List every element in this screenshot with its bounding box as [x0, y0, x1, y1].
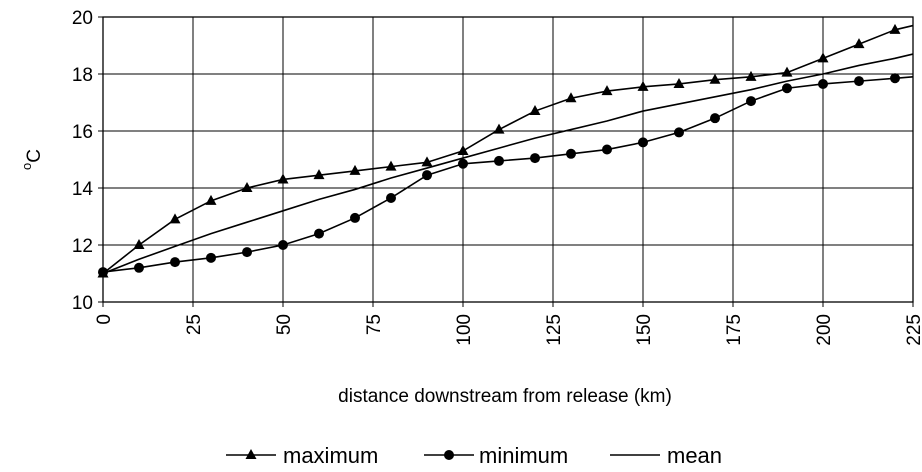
- data-point-maximum: [709, 73, 721, 84]
- data-point-minimum: [530, 153, 540, 164]
- data-point-maximum: [169, 213, 181, 224]
- x-tick-label: 0: [94, 314, 115, 325]
- data-point-maximum: [529, 105, 541, 116]
- plot-frame: [102, 16, 914, 303]
- data-point-minimum: [818, 78, 828, 89]
- data-point-maximum: [673, 77, 685, 88]
- y-tick-label: 20: [72, 8, 93, 29]
- data-point-minimum: [782, 83, 792, 94]
- x-tick-label: 200: [814, 314, 835, 346]
- data-point-maximum: [601, 85, 613, 96]
- y-tick-label: 16: [72, 122, 93, 143]
- series-minimum: [98, 73, 914, 278]
- x-tick-label: 175: [724, 314, 745, 346]
- data-point-minimum: [746, 96, 756, 107]
- series-layer: [97, 23, 914, 278]
- data-point-maximum: [781, 66, 793, 77]
- legend-label-mean: mean: [667, 443, 722, 468]
- x-tick-label: 125: [544, 314, 565, 346]
- data-point-minimum: [566, 148, 576, 159]
- data-point-minimum: [422, 170, 432, 181]
- data-point-maximum: [277, 173, 289, 184]
- legend-marker-minimum: [444, 450, 454, 460]
- x-tick-label: 25: [184, 314, 205, 335]
- x-tick-label: 150: [634, 314, 655, 346]
- y-axis-title-superscript: o: [19, 163, 34, 170]
- data-point-maximum: [889, 23, 901, 34]
- data-point-maximum: [817, 52, 829, 63]
- data-point-minimum: [458, 158, 468, 169]
- data-point-maximum: [133, 239, 145, 249]
- data-point-minimum: [278, 240, 288, 250]
- data-point-minimum: [242, 247, 252, 258]
- x-tick-label: 225: [904, 314, 922, 346]
- data-point-maximum: [241, 182, 253, 192]
- data-point-minimum: [350, 212, 360, 223]
- data-point-maximum: [385, 160, 397, 171]
- y-axis-title-base: C: [24, 149, 45, 163]
- legend-label-maximum: maximum: [283, 443, 378, 468]
- series-line-minimum: [102, 76, 914, 273]
- legend-label-minimum: minimum: [479, 443, 568, 468]
- y-tick-label: 18: [72, 65, 93, 86]
- data-point-maximum: [349, 164, 361, 175]
- data-point-maximum: [745, 70, 757, 81]
- legend-item-mean: mean: [610, 443, 722, 468]
- data-point-minimum: [134, 262, 144, 273]
- legend-item-minimum: minimum: [424, 443, 568, 468]
- data-point-minimum: [710, 113, 720, 124]
- series-line-mean: [102, 53, 914, 275]
- data-point-maximum: [205, 194, 217, 205]
- x-axis-title: distance downstream from release (km): [338, 386, 672, 407]
- y-tick-label: 12: [72, 236, 93, 257]
- grid-lines: [98, 16, 914, 307]
- legend-item-maximum: maximum: [226, 443, 378, 468]
- data-point-maximum: [313, 169, 325, 180]
- data-point-maximum: [565, 92, 577, 103]
- y-axis-title: oC: [19, 149, 45, 170]
- legend: maximum minimum mean: [226, 443, 722, 468]
- data-point-minimum: [170, 257, 180, 268]
- x-tick-label: 50: [274, 314, 295, 335]
- legend-marker-maximum: [245, 449, 257, 459]
- data-point-minimum: [602, 144, 612, 155]
- data-point-minimum: [890, 73, 900, 84]
- y-tick-label: 10: [72, 293, 93, 314]
- data-point-minimum: [638, 137, 648, 148]
- data-point-maximum: [421, 156, 433, 167]
- y-tick-label: 14: [72, 179, 94, 200]
- series-line-maximum: [102, 24, 914, 275]
- data-point-maximum: [457, 144, 469, 155]
- data-point-maximum: [853, 38, 865, 49]
- x-tick-label: 100: [454, 314, 475, 346]
- data-point-maximum: [637, 80, 649, 91]
- data-point-minimum: [854, 76, 864, 87]
- series-maximum: [97, 23, 914, 278]
- data-point-minimum: [314, 228, 324, 239]
- data-point-maximum: [493, 123, 505, 134]
- data-point-minimum: [674, 127, 684, 138]
- series-mean: [102, 53, 914, 275]
- data-point-minimum: [206, 252, 216, 263]
- x-tick-label: 75: [364, 314, 385, 335]
- data-point-minimum: [386, 192, 396, 203]
- data-point-minimum: [494, 155, 504, 166]
